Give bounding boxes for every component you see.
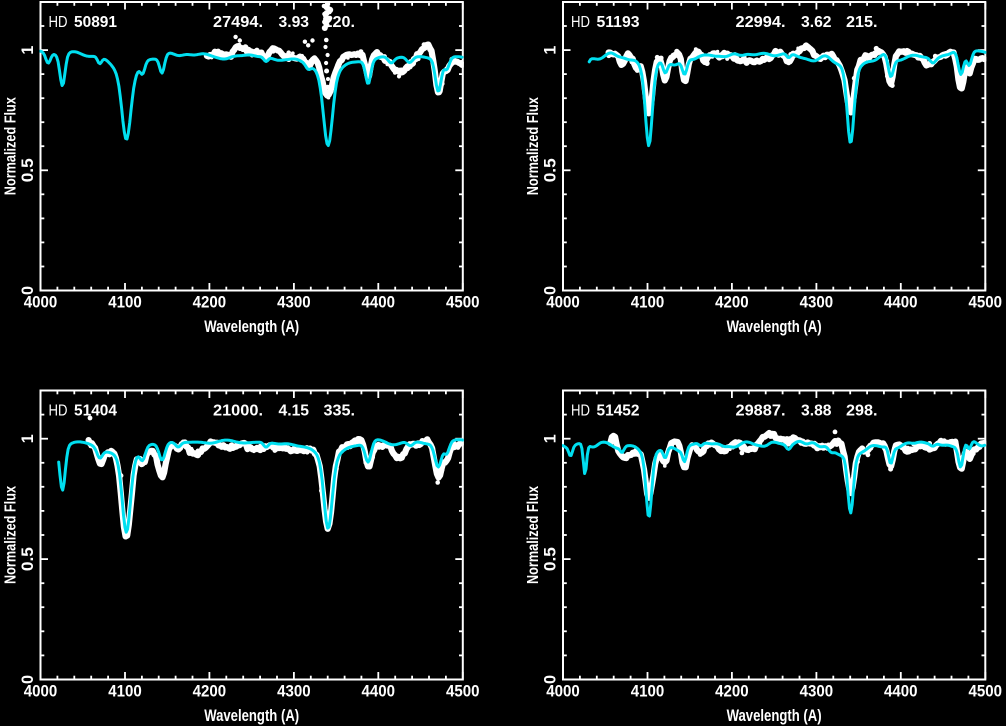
svg-text:4400: 4400 [362, 683, 396, 701]
svg-text:29887.: 29887. [736, 403, 786, 420]
svg-text:1: 1 [19, 46, 37, 55]
svg-text:21000.: 21000. [213, 403, 263, 420]
svg-text:4300: 4300 [277, 294, 311, 312]
svg-text:4000: 4000 [546, 294, 580, 312]
svg-text:4500: 4500 [446, 683, 480, 701]
svg-text:4100: 4100 [108, 294, 142, 312]
svg-text:0: 0 [19, 675, 37, 684]
svg-text:Normalized Flux: Normalized Flux [3, 97, 20, 195]
svg-text:0.5: 0.5 [19, 158, 37, 182]
svg-text:51452: 51452 [597, 403, 640, 420]
svg-text:HD: HD [571, 403, 590, 420]
svg-text:335.: 335. [324, 403, 356, 420]
svg-text:0: 0 [19, 286, 37, 295]
svg-text:22994.: 22994. [736, 14, 786, 31]
svg-text:4200: 4200 [193, 683, 227, 701]
svg-text:HD: HD [571, 14, 590, 31]
svg-text:4500: 4500 [969, 683, 1003, 701]
svg-text:0: 0 [542, 286, 560, 295]
svg-text:1: 1 [19, 434, 37, 443]
svg-text:Wavelength (A): Wavelength (A) [204, 318, 299, 336]
svg-text:4500: 4500 [446, 294, 480, 312]
svg-text:4100: 4100 [108, 683, 142, 701]
svg-text:4300: 4300 [277, 683, 311, 701]
svg-text:4500: 4500 [969, 294, 1003, 312]
svg-text:0.5: 0.5 [542, 158, 560, 182]
svg-text:4200: 4200 [715, 683, 749, 701]
svg-text:298.: 298. [846, 403, 878, 420]
svg-text:4000: 4000 [24, 294, 58, 312]
svg-text:4000: 4000 [546, 683, 580, 701]
svg-text:27494.: 27494. [213, 14, 263, 31]
svg-text:4200: 4200 [193, 294, 227, 312]
svg-text:Wavelength (A): Wavelength (A) [727, 707, 822, 725]
svg-text:4000: 4000 [24, 683, 58, 701]
svg-text:3.93: 3.93 [279, 14, 310, 31]
svg-text:Normalized Flux: Normalized Flux [525, 97, 542, 195]
svg-text:4300: 4300 [800, 683, 834, 701]
svg-text:4400: 4400 [884, 683, 918, 701]
svg-text:Normalized Flux: Normalized Flux [3, 486, 20, 584]
svg-text:Wavelength (A): Wavelength (A) [727, 318, 822, 336]
svg-text:3.88: 3.88 [801, 403, 832, 420]
svg-text:51404: 51404 [74, 403, 117, 420]
svg-text:51193: 51193 [597, 14, 640, 31]
svg-text:Wavelength (A): Wavelength (A) [204, 707, 299, 725]
svg-text:4200: 4200 [715, 294, 749, 312]
svg-text:Normalized Flux: Normalized Flux [525, 486, 542, 584]
svg-text:1: 1 [542, 46, 560, 55]
svg-text:HD: HD [49, 14, 68, 31]
svg-text:HD: HD [49, 403, 68, 420]
svg-text:4.15: 4.15 [279, 403, 310, 420]
svg-text:0.5: 0.5 [19, 547, 37, 571]
svg-text:4300: 4300 [800, 294, 834, 312]
svg-text:4100: 4100 [631, 294, 665, 312]
svg-text:0.5: 0.5 [542, 547, 560, 571]
svg-text:3.62: 3.62 [801, 14, 832, 31]
svg-text:0: 0 [542, 675, 560, 684]
svg-text:4100: 4100 [631, 683, 665, 701]
svg-text:4400: 4400 [884, 294, 918, 312]
svg-text:4400: 4400 [362, 294, 396, 312]
svg-text:1: 1 [542, 434, 560, 443]
svg-text:50891: 50891 [74, 14, 117, 31]
svg-text:215.: 215. [846, 14, 878, 31]
